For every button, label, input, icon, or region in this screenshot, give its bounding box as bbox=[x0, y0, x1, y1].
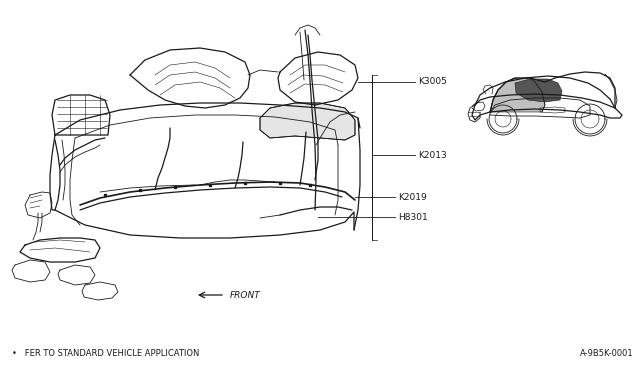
Text: K2013: K2013 bbox=[418, 151, 447, 160]
Polygon shape bbox=[490, 78, 545, 112]
Polygon shape bbox=[260, 103, 355, 140]
Text: •   FER TO STANDARD VEHICLE APPLICATION: • FER TO STANDARD VEHICLE APPLICATION bbox=[12, 349, 200, 358]
Text: H8301: H8301 bbox=[398, 212, 428, 221]
Text: K3005: K3005 bbox=[418, 77, 447, 87]
Polygon shape bbox=[515, 79, 562, 102]
Text: FRONT: FRONT bbox=[230, 291, 260, 299]
Text: K2019: K2019 bbox=[398, 192, 427, 202]
Text: A-9B5K-0001: A-9B5K-0001 bbox=[580, 349, 634, 358]
